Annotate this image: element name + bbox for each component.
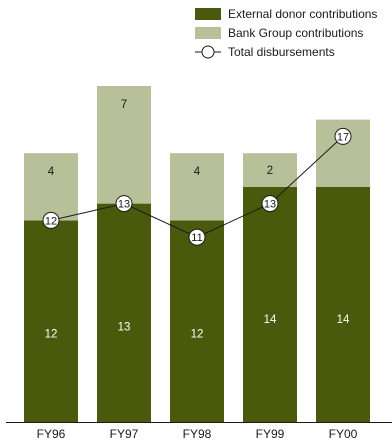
bar-external-fy00 <box>316 186 370 422</box>
bar-value-label-external-fy00: 14 <box>337 314 350 326</box>
bar-value-label-bank-fy96: 4 <box>48 166 55 178</box>
bar-value-label-bank-fy98: 4 <box>194 166 201 178</box>
legend-item-external: External donor contributions <box>195 4 392 23</box>
bar-bank-fy96 <box>24 153 78 221</box>
total-marker-fy97 <box>115 195 133 213</box>
bar-value-label-external-fy97: 13 <box>118 321 131 333</box>
total-marker-fy00 <box>334 127 352 145</box>
x-tick-label-fy96: FY96 <box>37 427 66 441</box>
x-tick-label-fy00: FY00 <box>329 427 358 441</box>
bar-external-fy98 <box>170 220 224 422</box>
legend-label-bank: Bank Group contributions <box>228 25 364 40</box>
x-tick-label-fy97: FY97 <box>110 427 139 441</box>
legend: External donor contributions Bank Group … <box>195 4 392 61</box>
legend-line-marker-icon <box>195 45 221 58</box>
total-value-label-fy96: 12 <box>45 215 57 227</box>
bar-external-fy99 <box>243 186 297 422</box>
total-marker-fy96 <box>42 211 60 229</box>
legend-item-bank: Bank Group contributions <box>195 23 392 42</box>
total-value-label-fy00: 17 <box>337 131 349 143</box>
legend-item-total: Total disbursements <box>195 42 392 61</box>
bar-external-fy96 <box>24 220 78 422</box>
bar-value-label-bank-fy99: 2 <box>267 165 273 177</box>
bar-value-label-bank-fy97: 7 <box>121 99 127 111</box>
legend-swatch-external <box>195 7 221 20</box>
legend-label-external: External donor contributions <box>228 6 378 21</box>
total-value-label-fy99: 13 <box>264 199 276 211</box>
bar-bank-fy97 <box>97 86 151 204</box>
bar-value-label-external-fy98: 12 <box>191 328 204 340</box>
total-marker-fy99 <box>261 195 279 213</box>
x-tick-label-fy99: FY99 <box>256 427 285 441</box>
x-tick-label-fy98: FY98 <box>183 427 212 441</box>
bar-external-fy97 <box>97 203 151 422</box>
bar-bank-fy98 <box>170 153 224 221</box>
legend-label-total: Total disbursements <box>228 44 335 59</box>
bar-value-label-external-fy99: 14 <box>264 314 277 326</box>
total-value-label-fy98: 11 <box>191 232 202 244</box>
legend-swatch-bank <box>195 26 221 39</box>
bar-bank-fy99 <box>243 153 297 187</box>
total-marker-fy98 <box>188 228 206 246</box>
total-value-label-fy97: 13 <box>118 199 130 211</box>
bar-value-label-external-fy96: 12 <box>45 328 58 340</box>
